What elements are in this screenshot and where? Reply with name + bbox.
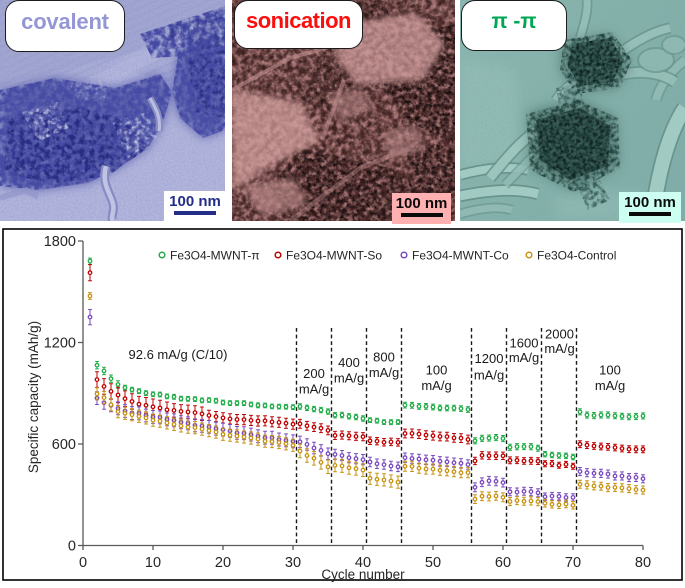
- svg-text:0: 0: [68, 539, 76, 555]
- svg-text:100: 100: [599, 363, 621, 378]
- svg-text:80: 80: [635, 555, 651, 571]
- svg-text:mA/g: mA/g: [544, 341, 574, 356]
- svg-text:600: 600: [52, 437, 76, 453]
- svg-text:mA/g: mA/g: [334, 371, 364, 386]
- svg-text:800: 800: [373, 350, 395, 365]
- svg-text:40: 40: [355, 555, 371, 571]
- svg-text:1200: 1200: [475, 351, 504, 366]
- svg-text:200: 200: [303, 366, 325, 381]
- svg-text:30: 30: [285, 555, 301, 571]
- svg-text:Fe3O4-MWNT-Co: Fe3O4-MWNT-Co: [412, 249, 509, 263]
- svg-text:20: 20: [215, 555, 231, 571]
- svg-text:50: 50: [425, 555, 441, 571]
- svg-text:Cycle number: Cycle number: [321, 567, 405, 582]
- svg-text:70: 70: [565, 555, 581, 571]
- svg-text:Fe3O4-Control: Fe3O4-Control: [537, 249, 616, 263]
- svg-text:mA/g: mA/g: [474, 368, 504, 383]
- svg-text:1200: 1200: [44, 336, 76, 352]
- svg-text:400: 400: [338, 355, 360, 370]
- svg-text:1600: 1600: [510, 336, 539, 351]
- svg-text:mA/g: mA/g: [509, 350, 539, 365]
- svg-text:Specific capacity (mAh/g): Specific capacity (mAh/g): [26, 321, 41, 473]
- svg-text:Fe3O4-MWNT-π: Fe3O4-MWNT-π: [170, 249, 260, 263]
- svg-text:mA/g: mA/g: [421, 378, 451, 393]
- svg-text:mA/g: mA/g: [595, 378, 625, 393]
- svg-text:100: 100: [426, 363, 448, 378]
- svg-text:10: 10: [145, 555, 161, 571]
- svg-text:60: 60: [495, 555, 511, 571]
- svg-text:mA/g: mA/g: [299, 382, 329, 397]
- svg-text:2000: 2000: [545, 327, 574, 342]
- svg-text:Fe3O4-MWNT-So: Fe3O4-MWNT-So: [286, 249, 382, 263]
- svg-text:mA/g: mA/g: [369, 365, 399, 380]
- svg-text:0: 0: [79, 555, 87, 571]
- svg-text:1800: 1800: [44, 234, 76, 250]
- svg-text:92.6 mA/g (C/10): 92.6 mA/g (C/10): [129, 347, 228, 362]
